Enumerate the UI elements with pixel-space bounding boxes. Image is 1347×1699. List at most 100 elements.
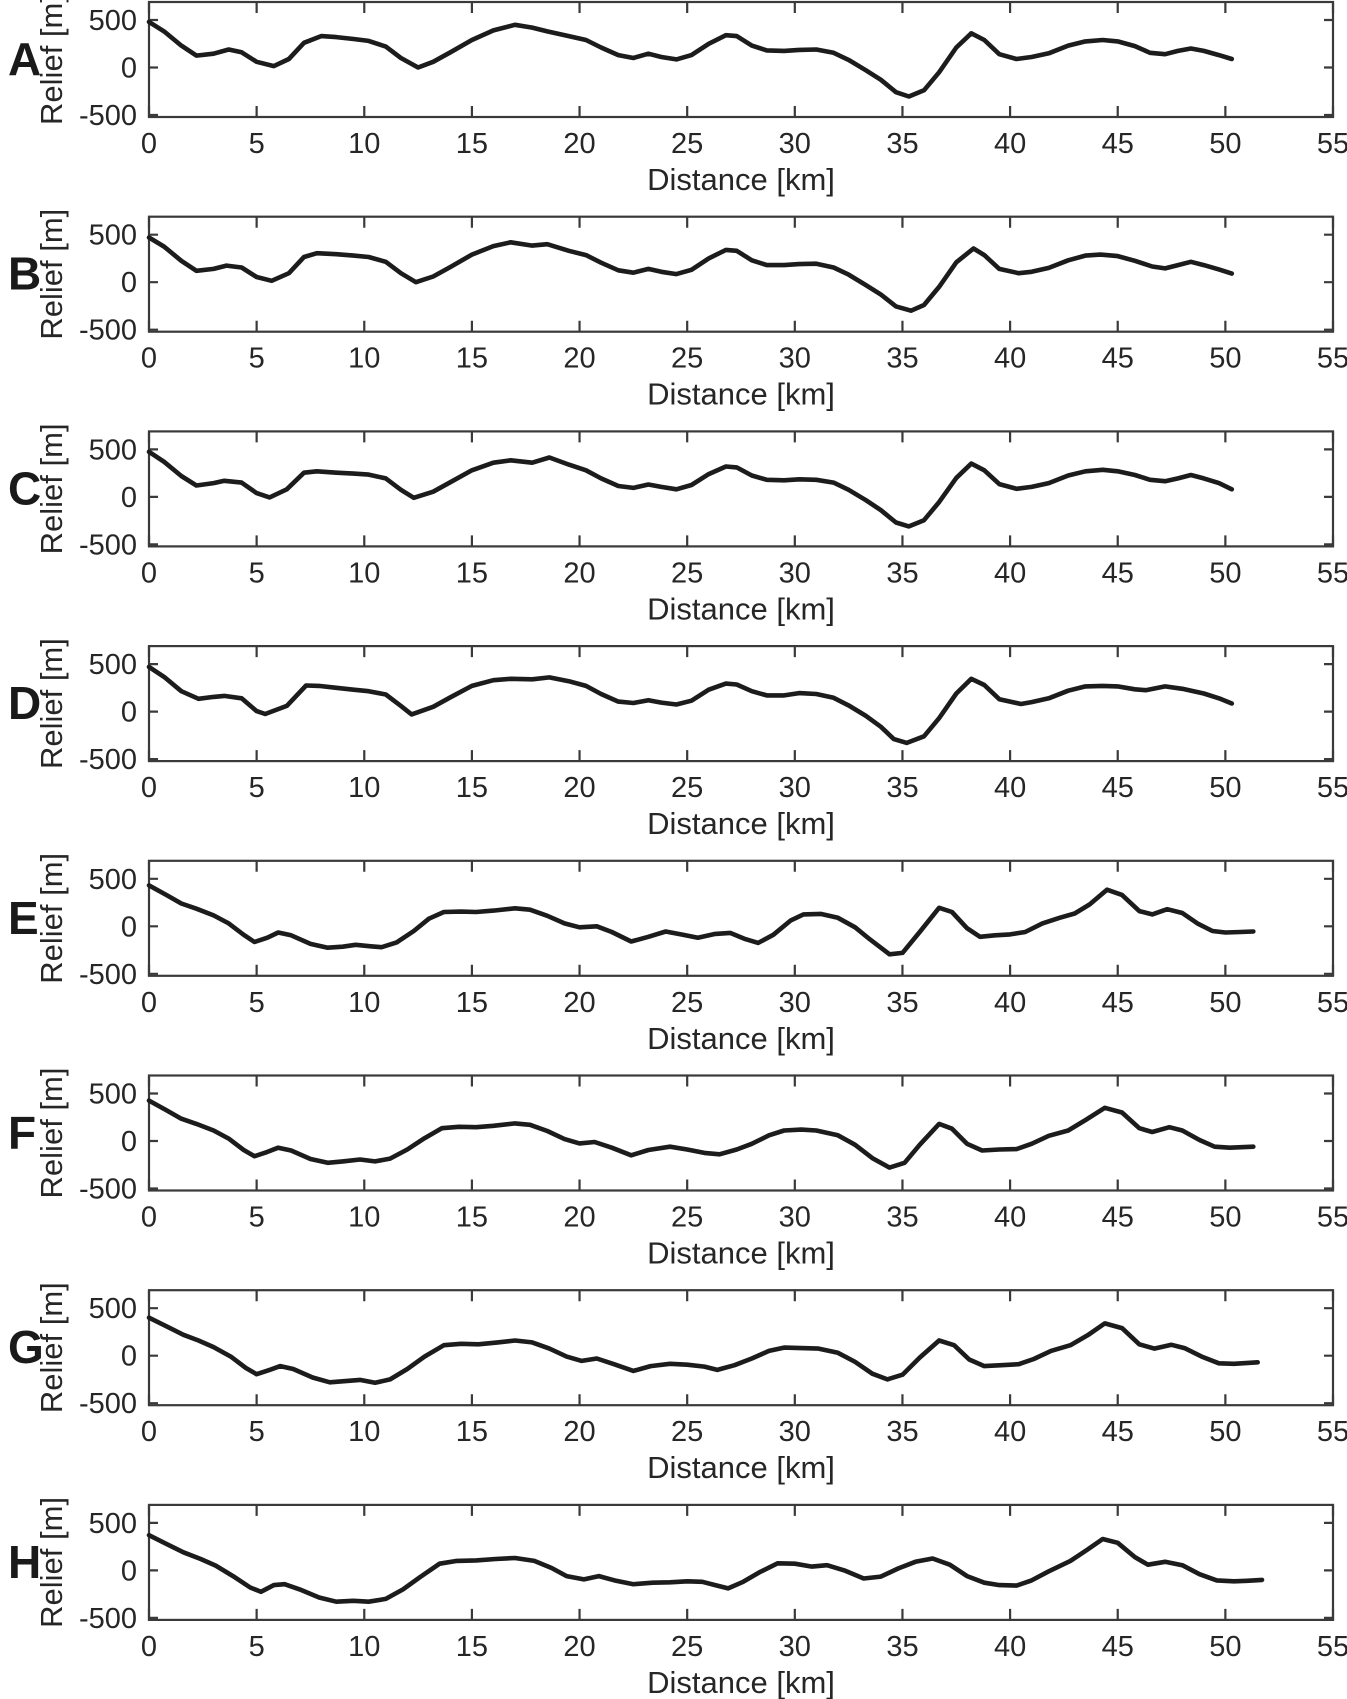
axis-ticks (147, 1075, 1335, 1191)
panel-letter: D (8, 677, 41, 729)
panel-letter: G (8, 1321, 44, 1373)
x-tick-label: 30 (779, 772, 811, 804)
x-axis-title: Distance [km] (647, 162, 835, 197)
x-tick-label: 55 (1317, 772, 1347, 804)
plot-box (147, 1074, 1335, 1192)
panel-letter: A (8, 33, 41, 85)
relief-profile-F (146, 1098, 1256, 1170)
plot-box (147, 644, 1335, 763)
x-tick-label: 5 (249, 1416, 265, 1448)
x-axis-title: Distance [km] (647, 1665, 835, 1699)
axis-ticks (147, 860, 1335, 976)
x-tick-label: 30 (779, 987, 811, 1019)
x-tick-label: 55 (1317, 1631, 1347, 1663)
x-tick-label: 45 (1102, 128, 1134, 160)
x-tick-label: 0 (141, 772, 157, 804)
x-tick-label: 45 (1102, 557, 1134, 589)
x-tick-label: 10 (348, 557, 380, 589)
axis-ticks (147, 1504, 1335, 1620)
y-tick-label: 0 (121, 1555, 137, 1587)
y-axis-title: Relief [m] (34, 638, 69, 769)
y-axis-title: Relief [m] (34, 0, 69, 125)
x-tick-label: 25 (671, 343, 703, 375)
x-tick-label: 55 (1317, 128, 1347, 160)
x-tick-label: 30 (779, 1631, 811, 1663)
x-tick-label: 50 (1209, 557, 1241, 589)
x-tick-label: 10 (348, 1202, 380, 1234)
plot-box (147, 1503, 1335, 1622)
x-tick-label: 15 (456, 987, 488, 1019)
relief-profile-E (146, 883, 1256, 957)
x-tick-label: 30 (779, 128, 811, 160)
panel-letter: F (8, 1107, 36, 1159)
y-tick-label: 0 (121, 1341, 137, 1373)
y-axis-title: Relief [m] (34, 209, 69, 340)
x-tick-label: 35 (886, 987, 918, 1019)
axis-ticks (147, 2, 1335, 117)
x-tick-label: 10 (348, 343, 380, 375)
x-tick-label: 5 (249, 987, 265, 1019)
x-tick-label: 15 (456, 1416, 488, 1448)
y-tick-label: 500 (89, 434, 137, 466)
y-axis-title: Relief [m] (34, 1282, 69, 1413)
y-tick-label: -500 (79, 315, 137, 347)
relief-profile-A (146, 19, 1235, 99)
axis-ticks (147, 646, 1335, 762)
plot-box (147, 0, 1335, 119)
x-tick-label: 45 (1102, 1202, 1134, 1234)
x-tick-label: 0 (141, 1416, 157, 1448)
x-tick-label: 30 (779, 1202, 811, 1234)
x-axis-title: Distance [km] (647, 377, 835, 412)
x-tick-label: 30 (779, 1416, 811, 1448)
x-tick-label: 15 (456, 1202, 488, 1234)
x-tick-label: 5 (249, 772, 265, 804)
x-tick-label: 20 (563, 1416, 595, 1448)
y-tick-label: -500 (79, 1603, 137, 1635)
axis-ticks (147, 216, 1335, 332)
x-tick-label: 0 (141, 1631, 157, 1663)
x-axis-title: Distance [km] (647, 1021, 835, 1056)
x-axis-title: Distance [km] (647, 591, 835, 626)
x-tick-label: 40 (994, 772, 1026, 804)
x-tick-label: 20 (563, 1202, 595, 1234)
x-tick-label: 45 (1102, 987, 1134, 1019)
x-tick-label: 20 (563, 343, 595, 375)
x-tick-label: 5 (249, 343, 265, 375)
y-tick-label: -500 (79, 1174, 137, 1206)
x-tick-label: 40 (994, 128, 1026, 160)
x-tick-label: 10 (348, 987, 380, 1019)
y-tick-label: 0 (121, 267, 137, 299)
y-tick-label: 0 (121, 697, 137, 729)
x-tick-label: 50 (1209, 343, 1241, 375)
x-tick-label: 55 (1317, 557, 1347, 589)
x-tick-label: 50 (1209, 1631, 1241, 1663)
x-tick-label: 0 (141, 1202, 157, 1234)
x-tick-label: 40 (994, 343, 1026, 375)
relief-profile-D (146, 664, 1235, 746)
y-tick-label: 500 (89, 1508, 137, 1540)
relief-profile-C (146, 449, 1235, 529)
relief-profile-H (146, 1532, 1265, 1604)
x-tick-label: 20 (563, 557, 595, 589)
x-tick-label: 30 (779, 343, 811, 375)
plot-box (147, 1289, 1335, 1407)
x-tick-label: 20 (563, 987, 595, 1019)
panel-letter: B (8, 248, 41, 300)
x-tick-label: 35 (886, 1202, 918, 1234)
x-tick-label: 40 (994, 987, 1026, 1019)
x-tick-label: 15 (456, 557, 488, 589)
x-tick-label: 20 (563, 1631, 595, 1663)
x-axis-title: Distance [km] (647, 1450, 835, 1485)
x-axis-title: Distance [km] (647, 806, 835, 841)
x-tick-label: 35 (886, 1416, 918, 1448)
x-axis-title: Distance [km] (647, 1236, 835, 1271)
x-tick-label: 50 (1209, 987, 1241, 1019)
x-tick-label: 25 (671, 557, 703, 589)
x-tick-label: 15 (456, 343, 488, 375)
